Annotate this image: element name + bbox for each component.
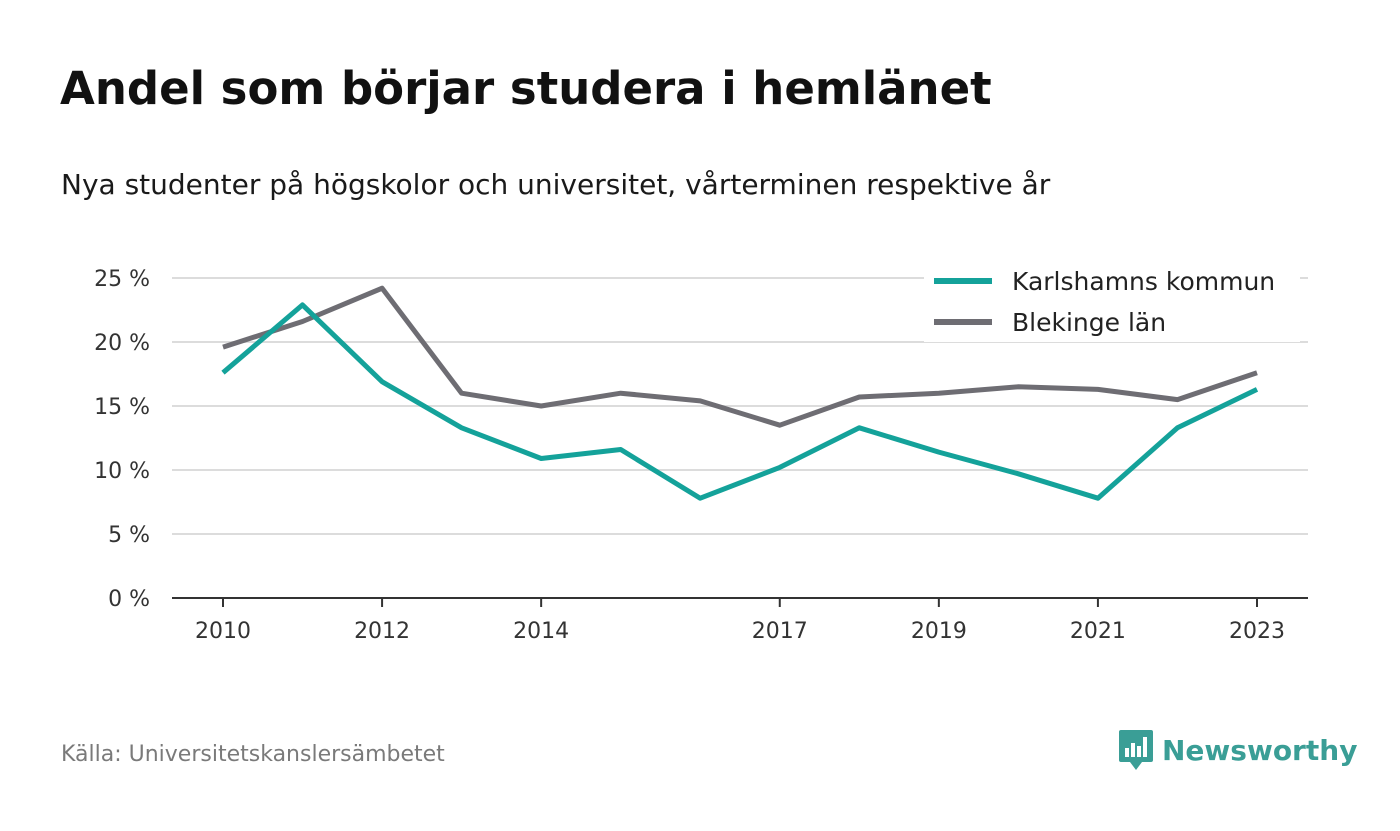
x-tick-label: 2017 [752, 619, 808, 644]
newsworthy-logo-icon [1119, 730, 1153, 770]
series-layer [221, 285, 1259, 501]
x-tick-label: 2014 [513, 619, 569, 644]
legend-background [924, 258, 1300, 342]
series-line [222, 285, 1258, 428]
y-axis-ticks: 0 % 5 % 10 % 15 % 20 % 25 % [94, 267, 150, 612]
x-tick-label: 2021 [1070, 619, 1126, 644]
source-note: Källa: Universitetskanslersämbetet [61, 742, 445, 767]
brand-logo: Newsworthy [1118, 728, 1357, 772]
y-tick-label: 15 % [94, 395, 150, 420]
line-chart: 0 %5 %10 %15 %20 %25 % 2010 2012 2014 2017 2… [94, 258, 1308, 644]
x-tick-label: 2012 [354, 619, 410, 644]
x-tick-label: 2023 [1229, 619, 1285, 644]
legend: Karlshamns kommun Blekinge län [924, 258, 1300, 342]
legend-label: Karlshamns kommun [1012, 267, 1275, 296]
y-tick-label: 0 % [108, 587, 150, 612]
y-tick-label: 5 % [108, 523, 150, 548]
legend-label: Blekinge län [1012, 308, 1166, 337]
chart-subtitle: Nya studenter på högskolor och universit… [61, 168, 1051, 201]
y-tick-label: 25 % [94, 267, 150, 292]
x-tick-label: 2010 [195, 619, 251, 644]
chart-title: Andel som börjar studera i hemlänet [60, 62, 992, 115]
y-tick-label: 10 % [94, 459, 150, 484]
x-tick-label: 2019 [911, 619, 967, 644]
y-tick-label: 20 % [94, 331, 150, 356]
series-line [221, 302, 1259, 501]
brand-name: Newsworthy [1162, 733, 1358, 767]
x-axis-ticks: 2010 2012 2014 2017 2019 2021 2023 [195, 598, 1285, 644]
